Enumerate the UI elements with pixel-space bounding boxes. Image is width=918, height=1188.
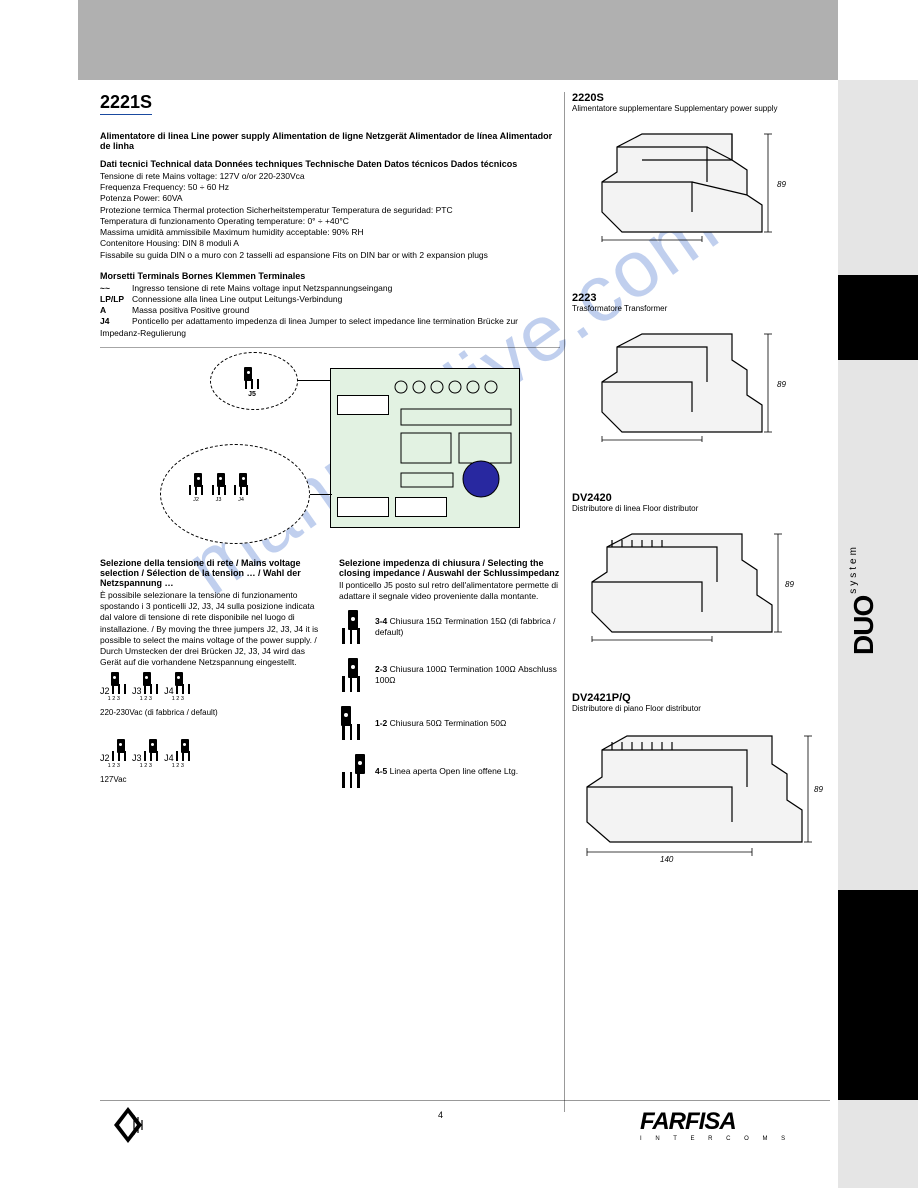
header-bar (78, 0, 838, 80)
spec-row: Frequenza Frequency: 50 ÷ 60 Hz (100, 182, 560, 193)
mains-heading: Selezione della tensione di rete / Mains… (100, 558, 321, 588)
product-title: Alimentatore di linea Line power supply … (100, 131, 560, 151)
terminals-heading: Morsetti Terminals Bornes Klemmen Termin… (100, 271, 560, 281)
impedance-heading: Selezione impedenza di chiusura / Select… (339, 558, 560, 578)
jumper-section: Selezione della tensione di rete / Mains… (100, 558, 560, 802)
brand-name: FARFISA (640, 1108, 791, 1136)
pcb-board (330, 368, 520, 528)
page-body: 2221S Alimentatore di linea Line power s… (100, 92, 830, 1112)
module-iso-icon: 89 87.5 (572, 92, 832, 242)
module-1: 2223 Trasformatore Transformer 89 87.5 (572, 292, 832, 452)
side-black-2 (838, 890, 918, 1100)
side-black-1 (838, 275, 918, 360)
terminal-row: J4Ponticello per adattamento impedenza d… (100, 316, 560, 338)
svg-text:89: 89 (785, 580, 794, 589)
jumper-icon (243, 367, 261, 389)
j5-option-1: 2-3 Chiusura 100Ω Termination 100Ω Absch… (339, 658, 560, 692)
module-iso-icon: 89 87.5 (572, 292, 832, 442)
product-code: 2221S (100, 92, 152, 115)
module-iso-icon: 89 87.5 (572, 492, 832, 642)
j5-option-2: 1-2 Chiusura 50Ω Termination 50Ω (339, 706, 560, 740)
module-2: DV2420 Distributore di linea Floor distr… (572, 492, 832, 652)
terminals-list: ~~Ingresso tensione di rete Mains voltag… (100, 283, 560, 339)
terminal-row: AMassa positiva Positive ground (100, 305, 560, 316)
mains-option-230: J21 2 3 J31 2 3 J41 2 3 (100, 672, 321, 702)
duo-logo: DUO system (848, 544, 880, 655)
spec-row: Protezione termica Thermal protection Si… (100, 205, 560, 216)
svg-text:89: 89 (777, 380, 786, 389)
footer-rule (100, 1100, 830, 1101)
spec-row: Massima umidità ammissibile Maximum humi… (100, 227, 560, 238)
mains-option-230-label: 220-230Vac (di fabbrica / default) (100, 708, 321, 719)
j5-option-0: 3-4 Chiusura 15Ω Termination 15Ω (di fab… (339, 610, 560, 644)
module-iso-icon: 89 140 (572, 692, 832, 862)
jumper-icon (232, 473, 250, 495)
callout-j5: J5 (210, 352, 298, 410)
pcb-diagram: J5 J2 J3 J4 (100, 358, 560, 558)
spec-row: Fissabile su guida DIN o a muro con 2 ta… (100, 250, 560, 261)
mains-body: È possibile selezionare la tensione di f… (100, 590, 321, 669)
terminal-row: ~~Ingresso tensione di rete Mains voltag… (100, 283, 560, 294)
duo-system: system (848, 544, 859, 594)
spec-row: Potenza Power: 60VA (100, 193, 560, 204)
spec-row: Tensione di rete Mains voltage: 127V o/o… (100, 171, 560, 182)
duo-text: DUO (848, 596, 879, 655)
svg-text:140: 140 (660, 855, 674, 862)
mains-option-127-label: 127Vac (100, 775, 321, 786)
column-divider (564, 92, 565, 1112)
page-number: 4 (438, 1110, 443, 1120)
mains-option-127: J21 2 3 J31 2 3 J41 2 3 (100, 739, 321, 769)
specs-list: Tensione di rete Mains voltage: 127V o/o… (100, 171, 560, 261)
jumper-icon (210, 473, 228, 495)
farfisa-logo: FARFISA I N T E R C O M S (640, 1108, 791, 1142)
spec-row: Contenitore Housing: DIN 8 moduli A (100, 238, 560, 249)
module-3: DV2421P/Q Distributore di piano Floor di… (572, 692, 832, 882)
spec-row: Temperatura di funzionamento Operating t… (100, 216, 560, 227)
terminal-row: LP/LPConnessione alla linea Line output … (100, 294, 560, 305)
left-column: 2221S Alimentatore di linea Line power s… (100, 92, 560, 802)
module-0: 2220S Alimentatore supplementare Supplem… (572, 92, 832, 252)
svg-text:89: 89 (814, 785, 823, 794)
brand-subtitle: I N T E R C O M S (640, 1136, 791, 1142)
right-column: 2220S Alimentatore supplementare Supplem… (572, 92, 832, 922)
callout-j234: J2 J3 J4 (160, 444, 310, 544)
svg-text:89: 89 (777, 180, 786, 189)
aci-logo-icon (108, 1105, 148, 1147)
jumper-icon (187, 473, 205, 495)
specs-heading: Dati tecnici Technical data Données tech… (100, 159, 560, 169)
impedance-body: Il ponticello J5 posto sul retro dell'al… (339, 580, 560, 602)
j5-option-3: 4-5 Linea aperta Open line offene Ltg. (339, 754, 560, 788)
